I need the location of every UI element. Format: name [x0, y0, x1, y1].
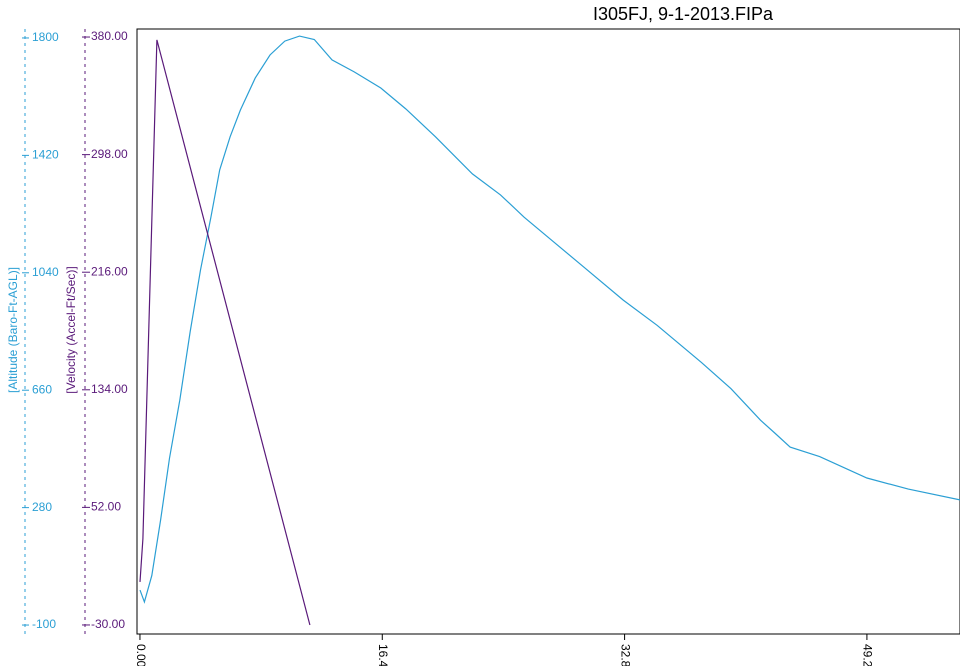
y2-tick-label: 134.00	[91, 382, 128, 396]
y-tick-label: 1420	[32, 148, 59, 162]
y2-tick-label: -30.00	[91, 617, 125, 631]
y-tick-label: -100	[32, 617, 56, 631]
plot-frame	[136, 28, 960, 635]
x-tick-label: 16.40	[376, 644, 390, 666]
x-tick-label: 32.80	[618, 644, 632, 666]
y-axis-title: [Altitude (Baro-Ft-AGL)]	[6, 267, 20, 393]
series-line	[139, 35, 960, 604]
y-tick-label: 280	[32, 500, 52, 514]
y-tick-label: 660	[32, 382, 52, 396]
y2-tick-label: 52.00	[91, 500, 121, 514]
x-tick-label: 0.00	[134, 644, 148, 666]
y2-tick-label: 380.00	[91, 29, 128, 43]
x-tick-label: 49.20	[861, 644, 875, 666]
y-tick-label: 1800	[32, 30, 59, 44]
chart-title: I305FJ, 9-1-2013.FIPa	[593, 4, 774, 24]
y2-tick-label: 216.00	[91, 264, 128, 278]
y2-axis-title: [Velocity (Accel-Ft/Sec)]	[64, 266, 78, 393]
y2-tick-label: 298.00	[91, 147, 128, 161]
y-tick-label: 1040	[32, 265, 59, 279]
series-line	[139, 39, 311, 626]
